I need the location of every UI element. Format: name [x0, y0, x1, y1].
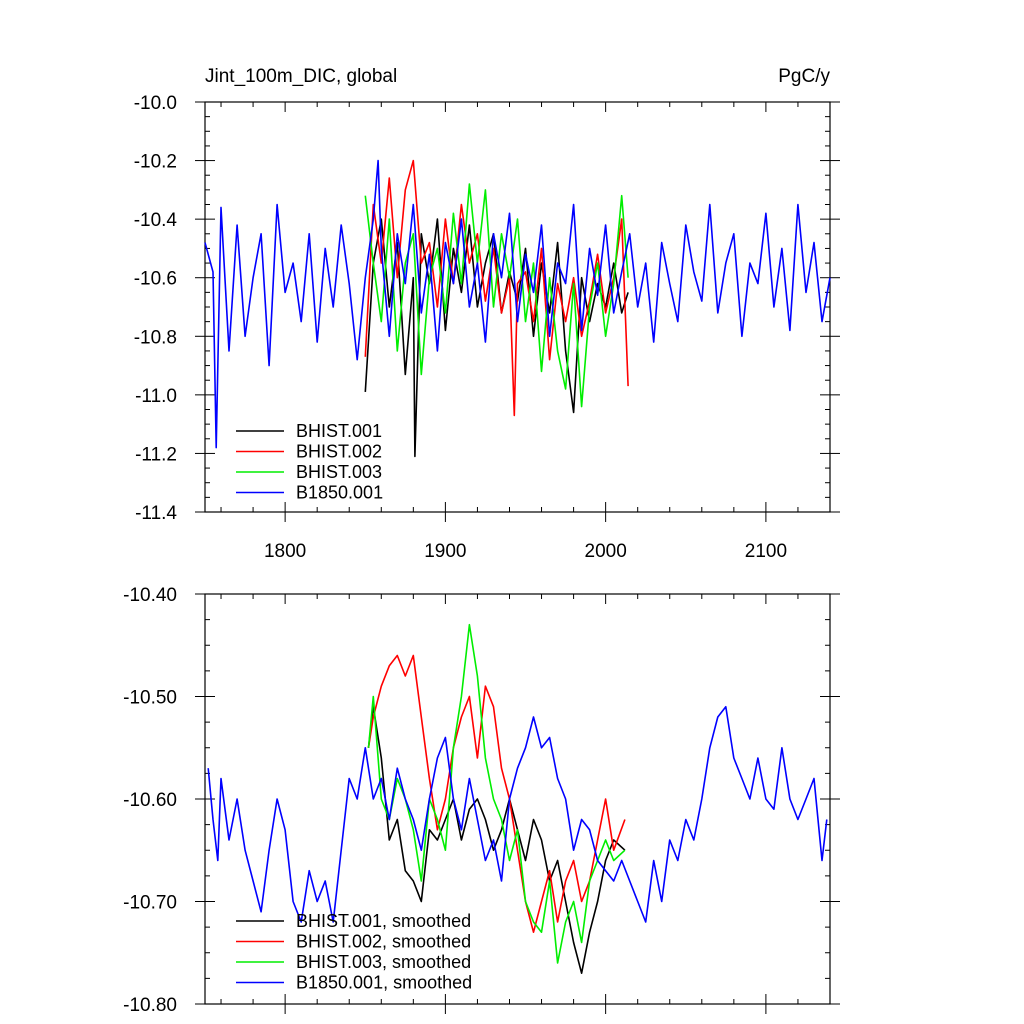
series-line-b1850-001-smoothed — [207, 705, 828, 923]
series-line-bhist-001-smoothed — [367, 705, 626, 975]
y-tick-label: -10.80 — [123, 995, 177, 1016]
series-line-bhist-002-smoothed — [367, 654, 626, 934]
top-panel: Jint_100m_DIC, global PgC/y 1800 1900 2000… — [134, 66, 840, 562]
series-line-b1850-001 — [204, 159, 831, 449]
y-tick-label: -10.60 — [123, 790, 177, 811]
y-tick-label: -10.8 — [134, 327, 177, 348]
y-tick-label: -10.50 — [123, 688, 177, 709]
y-tick-label: -11.2 — [135, 444, 177, 465]
x-tick-label: 2000 — [585, 541, 627, 562]
legend-label: BHIST.002 — [296, 442, 382, 462]
y-tick-label: -10.40 — [123, 585, 177, 606]
x-tick-label: 2100 — [745, 541, 787, 562]
series-line-bhist-002 — [364, 159, 629, 417]
x-tick-label: 1800 — [264, 541, 306, 562]
y-tick-label: -11.4 — [135, 503, 177, 524]
legend-label: BHIST.002, smoothed — [296, 932, 471, 952]
top-panel-title: Jint_100m_DIC, global — [205, 66, 397, 87]
x-tick-label: 1900 — [424, 541, 466, 562]
legend-label: BHIST.003, smoothed — [296, 952, 471, 972]
y-tick-label: -10.4 — [134, 210, 178, 231]
legend-label: BHIST.001, smoothed — [296, 911, 471, 931]
top-panel-units: PgC/y — [778, 66, 830, 87]
y-tick-label: -10.70 — [123, 893, 177, 914]
legend-label: BHIST.003 — [296, 462, 382, 482]
y-tick-label: -10.6 — [134, 269, 177, 290]
series-line-bhist-003-smoothed — [367, 623, 626, 964]
y-tick-label: -10.0 — [134, 93, 177, 114]
legend-label: B1850.001 — [296, 483, 383, 503]
bottom-panel: -10.40 -10.50 -10.60 -10.70 -10.80 BHIST.001,… — [123, 585, 840, 1016]
y-tick-label: -10.2 — [134, 152, 177, 173]
legend-label: B1850.001, smoothed — [296, 973, 472, 993]
y-tick-label: -11.0 — [135, 386, 177, 407]
legend-label: BHIST.001 — [296, 421, 382, 441]
